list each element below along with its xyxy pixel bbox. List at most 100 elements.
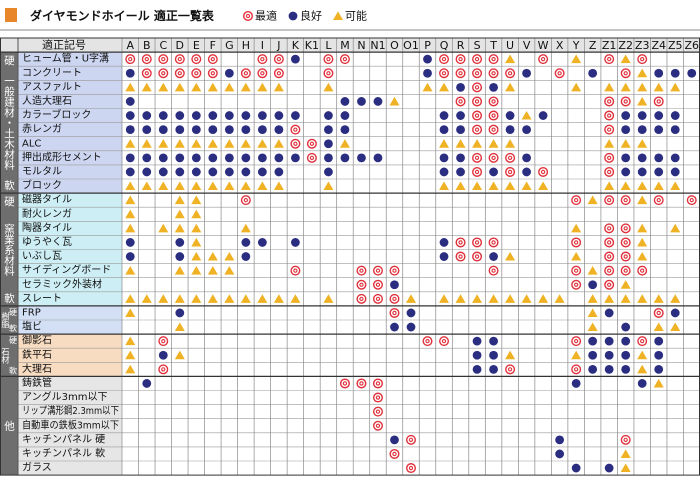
dot (125, 167, 135, 177)
ring (505, 68, 516, 79)
ring (488, 124, 499, 135)
dot (637, 379, 647, 388)
rating-mark (158, 294, 169, 303)
row-label: 鋳鉄管 (22, 376, 52, 389)
ring (177, 57, 182, 62)
rating-mark (604, 265, 615, 276)
legend-symbol (333, 11, 343, 20)
rating-mark (224, 251, 235, 261)
rating-mark (653, 181, 664, 191)
rating-mark (654, 111, 664, 120)
ring (653, 96, 664, 107)
triangle (191, 251, 202, 261)
dot (654, 364, 664, 374)
rating-mark (390, 322, 399, 332)
triangle (620, 449, 631, 458)
triangle (141, 82, 152, 92)
triangle (620, 139, 631, 148)
dot (208, 153, 218, 163)
ring (339, 378, 350, 389)
rating-mark (588, 364, 598, 374)
rating-mark (125, 238, 135, 247)
triangle (191, 266, 202, 275)
ring (488, 237, 499, 248)
rating-mark (125, 181, 136, 191)
dot (125, 97, 135, 106)
column-label: S (474, 39, 481, 52)
triangle (505, 139, 516, 148)
rating-mark (241, 252, 251, 261)
ring (207, 54, 218, 65)
rating-mark (637, 111, 647, 120)
rating-mark (489, 167, 498, 177)
rating-mark (571, 336, 582, 347)
rating-mark (472, 166, 483, 177)
rating-mark (654, 68, 664, 78)
rating-mark (273, 139, 284, 148)
dot (456, 82, 465, 92)
ring (306, 152, 317, 163)
row-label: ALC (22, 138, 41, 149)
dot (670, 153, 680, 163)
ring (174, 54, 185, 65)
rating-mark (389, 307, 400, 318)
rating-mark (142, 167, 152, 177)
rating-mark (290, 294, 301, 303)
triangle (207, 266, 218, 275)
rating-mark (604, 166, 615, 177)
legend-symbol (288, 11, 298, 21)
column-label: P (424, 39, 431, 52)
triangle (488, 139, 499, 148)
rating-mark (620, 265, 631, 276)
triangle (455, 294, 466, 303)
rating-mark (670, 294, 681, 303)
column-label: Z3 (635, 39, 650, 52)
rating-mark (571, 265, 582, 276)
triangle (191, 195, 202, 205)
rating-mark (505, 350, 516, 360)
rating-mark (620, 449, 631, 458)
rating-mark (274, 167, 284, 177)
triangle (637, 251, 648, 261)
rating-mark (423, 54, 432, 64)
column-label: O (390, 39, 399, 52)
triangle (620, 181, 631, 191)
ring (620, 68, 631, 79)
ring (604, 265, 615, 276)
rating-mark (522, 153, 531, 163)
rating-mark (472, 251, 483, 262)
dot (340, 153, 350, 163)
rating-mark (587, 294, 598, 303)
soft-label: 軟 (3, 292, 15, 304)
rating-mark (439, 167, 449, 177)
ring (488, 152, 499, 163)
triangle (207, 82, 218, 92)
rating-mark (240, 294, 251, 303)
rating-mark (191, 209, 202, 219)
rating-mark (604, 181, 615, 191)
dot (637, 153, 647, 163)
triangle (604, 139, 615, 148)
rating-mark (637, 54, 648, 65)
triangle (125, 336, 136, 346)
dot (555, 435, 565, 445)
triangle (240, 181, 251, 191)
ring (507, 71, 513, 76)
group-label: 石材 (1, 347, 10, 363)
ring (472, 110, 483, 121)
ring (455, 68, 466, 79)
triangle (488, 181, 499, 191)
ring (505, 166, 516, 177)
rating-mark (356, 378, 367, 389)
triangle (174, 181, 185, 191)
rating-mark (505, 181, 516, 191)
dot (505, 125, 515, 135)
dot (224, 153, 234, 163)
rating-mark (207, 139, 218, 148)
ring (488, 68, 499, 79)
rating-mark (207, 294, 218, 303)
triangle (406, 294, 416, 303)
rating-mark (488, 237, 499, 248)
triangle (174, 223, 185, 233)
triangle (240, 223, 251, 233)
